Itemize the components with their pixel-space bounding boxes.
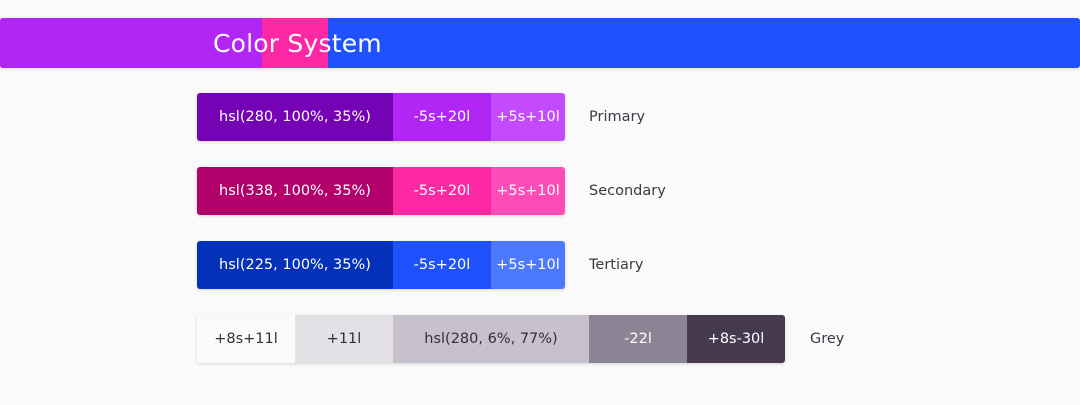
- swatch-strip: +8s+11l +11l hsl(280, 6%, 77%) -22l +8s-…: [197, 315, 785, 363]
- row-label: Tertiary: [589, 257, 644, 273]
- palette-row-secondary: hsl(338, 100%, 35%) -5s+20l +5s+10l Seco…: [197, 167, 666, 215]
- header-secondary-segment: [262, 18, 328, 68]
- header-banner: Color System: [0, 18, 1080, 68]
- palette-row-tertiary: hsl(225, 100%, 35%) -5s+20l +5s+10l Tert…: [197, 241, 643, 289]
- row-label: Grey: [810, 331, 845, 347]
- swatch-variant[interactable]: -22l: [589, 315, 687, 363]
- swatch-variant[interactable]: -5s+20l: [393, 241, 491, 289]
- swatch-variant[interactable]: +5s+10l: [491, 93, 565, 141]
- swatch-strip: hsl(225, 100%, 35%) -5s+20l +5s+10l: [197, 241, 565, 289]
- row-label: Primary: [589, 109, 646, 125]
- swatch-variant[interactable]: +5s+10l: [491, 241, 565, 289]
- swatch-strip: hsl(280, 100%, 35%) -5s+20l +5s+10l: [197, 93, 565, 141]
- swatch-base[interactable]: hsl(338, 100%, 35%): [197, 167, 393, 215]
- palette-row-primary: hsl(280, 100%, 35%) -5s+20l +5s+10l Prim…: [197, 93, 645, 141]
- swatch-base[interactable]: hsl(280, 100%, 35%): [197, 93, 393, 141]
- palette-row-grey: +8s+11l +11l hsl(280, 6%, 77%) -22l +8s-…: [197, 315, 844, 363]
- swatch-strip: hsl(338, 100%, 35%) -5s+20l +5s+10l: [197, 167, 565, 215]
- swatch-variant[interactable]: +5s+10l: [491, 167, 565, 215]
- swatch-variant[interactable]: -5s+20l: [393, 167, 491, 215]
- page-title: Color System: [213, 29, 382, 58]
- row-label: Secondary: [589, 183, 666, 199]
- swatch-variant[interactable]: -5s+20l: [393, 93, 491, 141]
- swatch-base[interactable]: hsl(280, 6%, 77%): [393, 315, 589, 363]
- swatch-variant[interactable]: +8s-30l: [687, 315, 785, 363]
- header-primary-segment: [0, 18, 262, 68]
- swatch-variant[interactable]: +11l: [295, 315, 393, 363]
- swatch-variant[interactable]: +8s+11l: [197, 315, 295, 363]
- swatch-base[interactable]: hsl(225, 100%, 35%): [197, 241, 393, 289]
